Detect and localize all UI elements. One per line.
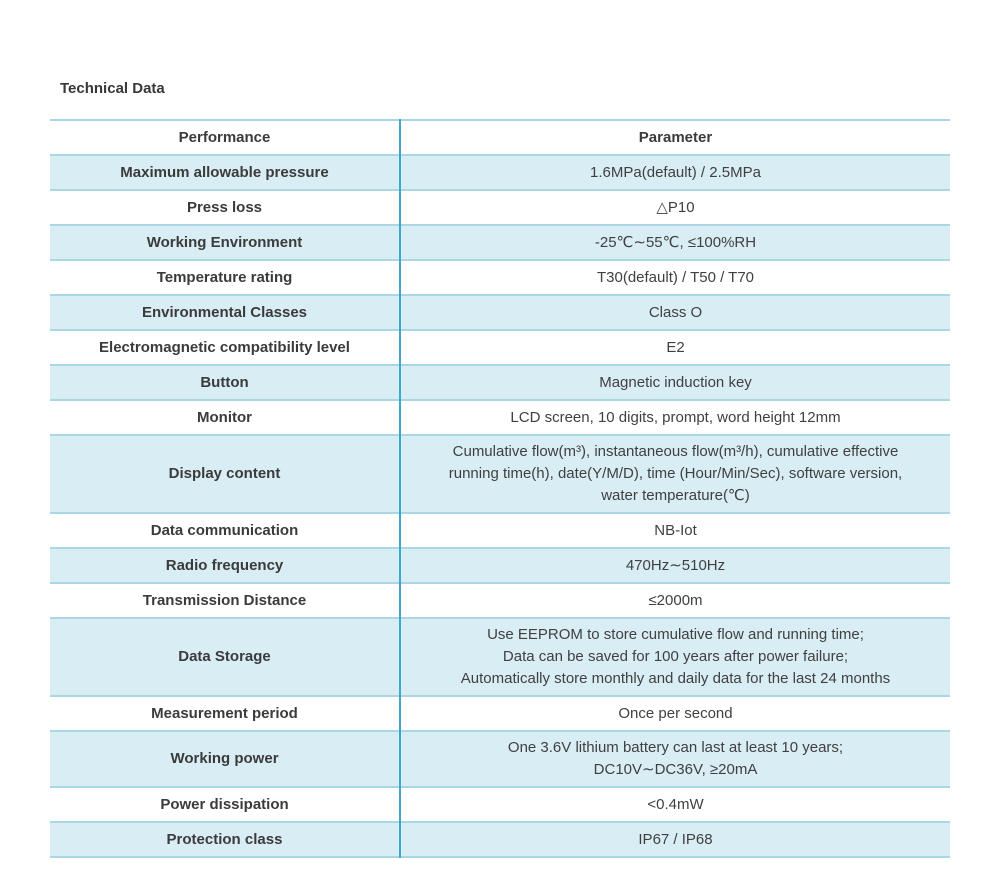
performance-cell: Maximum allowable pressure — [50, 155, 401, 190]
table-row: Protection class IP67 / IP68 — [50, 822, 950, 857]
parameter-cell: <0.4mW — [647, 795, 704, 813]
technical-data-table: Performance Parameter Maximum allowable pr… — [50, 119, 950, 858]
page-title: Technical Data — [60, 80, 165, 97]
table-row: Temperature rating T30(default) / T50 / T… — [50, 260, 950, 295]
performance-cell: Data communication — [50, 513, 401, 548]
performance-cell: Transmission Distance — [50, 583, 401, 618]
performance-cell: Data Storage — [50, 618, 401, 696]
table-row: Environmental Classes Class O — [50, 295, 950, 330]
parameter-cell: NB-Iot — [654, 521, 697, 539]
parameter-cell: 470Hz∼510Hz — [625, 556, 726, 574]
parameter-cell: One 3.6V lithium battery can last at lea… — [507, 739, 844, 778]
table-row: Display content Cumulative flow(m³), inst… — [50, 435, 950, 513]
table-row: Monitor LCD screen, 10 digits, prompt, wo… — [50, 400, 950, 435]
table-row: Data Storage Use EEPROM to store cumulati… — [50, 618, 950, 696]
performance-column-header: Performance — [50, 120, 401, 155]
performance-cell: Radio frequency — [50, 548, 401, 583]
table-row: Radio frequency 470Hz∼510Hz — [50, 548, 950, 583]
parameter-cell: Class O — [648, 303, 703, 321]
performance-cell: Display content — [50, 435, 401, 513]
table-row: Electromagnetic compatibility level E2 — [50, 330, 950, 365]
table-row: Measurement period Once per second — [50, 696, 950, 731]
parameter-cell: Once per second — [618, 704, 733, 722]
parameter-cell: LCD screen, 10 digits, prompt, word heig… — [510, 408, 841, 426]
performance-cell: Protection class — [50, 822, 401, 857]
performance-cell: Working power — [50, 731, 401, 787]
parameter-cell: -25℃∼55℃, ≤100%RH — [594, 233, 757, 251]
parameter-cell: Cumulative flow(m³), instantaneous flow(… — [448, 443, 903, 504]
table-row: Maximum allowable pressure 1.6MPa(default… — [50, 155, 950, 190]
performance-cell: Press loss — [50, 190, 401, 225]
table-row: Power dissipation <0.4mW — [50, 787, 950, 822]
table-row: Button Magnetic induction key — [50, 365, 950, 400]
table-row: Working power One 3.6V lithium battery ca… — [50, 731, 950, 787]
performance-cell: Button — [50, 365, 401, 400]
parameter-cell: T30(default) / T50 / T70 — [596, 268, 755, 286]
parameter-cell: ≤2000m — [648, 591, 703, 609]
parameter-cell: 1.6MPa(default) / 2.5MPa — [590, 163, 761, 181]
table-body: Performance Parameter Maximum allowable pr… — [50, 120, 950, 857]
parameter-cell: Use EEPROM to store cumulative flow and … — [460, 626, 891, 687]
performance-cell: Measurement period — [50, 696, 401, 731]
performance-cell: Monitor — [50, 400, 401, 435]
performance-cell: Electromagnetic compatibility level — [50, 330, 401, 365]
table-header-row: Performance Parameter — [50, 120, 950, 155]
table-row: Working Environment -25℃∼55℃, ≤100%RH — [50, 225, 950, 260]
performance-cell: Environmental Classes — [50, 295, 401, 330]
table-row: Transmission Distance ≤2000m — [50, 583, 950, 618]
parameter-cell: E2 — [666, 338, 685, 356]
performance-cell: Power dissipation — [50, 787, 401, 822]
parameter-cell: Magnetic induction key — [599, 373, 752, 391]
performance-cell: Temperature rating — [50, 260, 401, 295]
table-row: Press loss △P10 — [50, 190, 950, 225]
parameter-cell: △P10 — [656, 198, 695, 216]
parameter-column-header: Parameter — [638, 128, 713, 146]
table-row: Data communication NB-Iot — [50, 513, 950, 548]
parameter-cell: IP67 / IP68 — [638, 830, 713, 848]
performance-cell: Working Environment — [50, 225, 401, 260]
